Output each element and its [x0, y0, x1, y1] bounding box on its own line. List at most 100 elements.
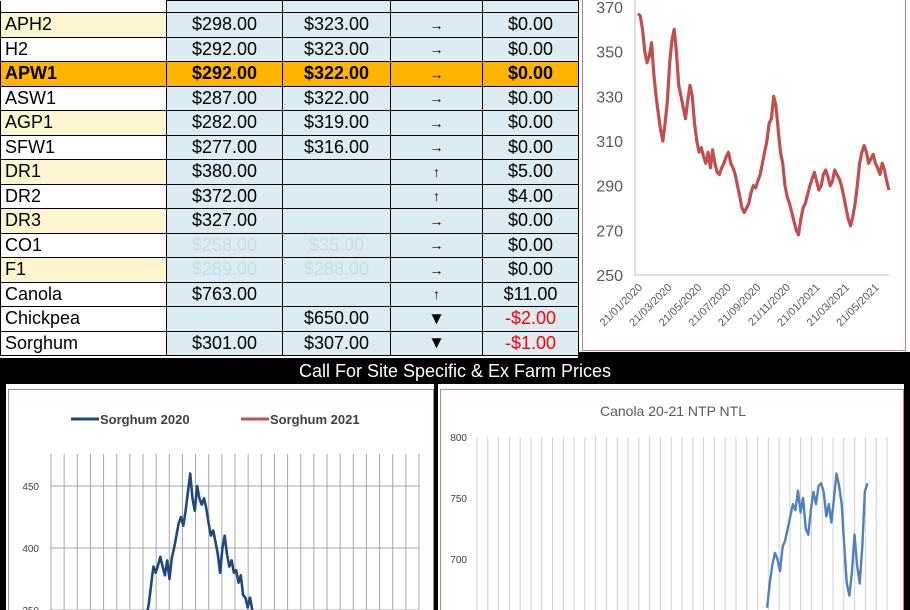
price2-cell: [282, 159, 391, 185]
price2-cell: $323.00: [282, 12, 391, 38]
grade-cell: Chickpea: [0, 306, 167, 332]
price-row-sorghum: Sorghum $301.00 $307.00 ▼ -$1.00: [0, 330, 579, 356]
apw-price-line: [636, 12, 891, 237]
price1-cell: $282.00: [166, 110, 283, 136]
grade-cell: Canola: [0, 281, 167, 307]
price-row-agp1: AGP1 $282.00 $319.00 → $0.00: [0, 110, 579, 136]
apw-price-chart-svg: 37035033031029027025021/01/202021/03/202…: [596, 0, 891, 329]
price1-cell: $277.00: [166, 134, 283, 160]
price1-cell: $327.00: [166, 208, 283, 234]
price1-cell: $763.00: [166, 281, 283, 307]
trend-icon: →: [390, 61, 483, 87]
header-stub-row: [0, 0, 579, 13]
price2-cell: $307.00: [282, 330, 391, 356]
apw-price-chart: 370 350 330 310 290 270 250 21/01/2020 21/03/202…: [582, 0, 906, 351]
change-cell: $0.00: [482, 257, 579, 283]
y-tick-label: 310: [596, 134, 623, 151]
change-cell: $0.00: [482, 208, 579, 234]
price-row-dr3: DR3 $327.00 → $0.00: [0, 208, 579, 234]
price1-cell: $298.00: [166, 12, 283, 38]
price-row-h2: H2 $292.00 $323.00 → $0.00: [0, 36, 579, 62]
y-tick-label: 370: [596, 0, 623, 17]
canola-chart-svg: Canola 20-21 NTP NTL 800 750 700: [450, 403, 888, 610]
legend-label-2020: Sorghum 2020: [100, 412, 190, 427]
price2-cell: [282, 281, 391, 307]
canola-chart: Canola 20-21 NTP NTL 800 750 700: [440, 389, 904, 610]
y-tick-label: 330: [596, 89, 623, 106]
trend-icon: →: [390, 134, 483, 160]
y-tick-label: 750: [450, 494, 467, 505]
change-cell: $0.00: [482, 85, 579, 111]
trend-icon: →: [390, 85, 483, 111]
divider-right: [904, 384, 910, 610]
y-tick-label: 250: [596, 268, 623, 285]
y-tick-label: 350: [596, 45, 623, 62]
divider-middle: [434, 384, 438, 610]
grade-cell: Sorghum: [0, 330, 167, 356]
price2-cell: $322.00: [282, 85, 391, 111]
y-tick-label: 400: [22, 544, 39, 555]
y-tick-label: 350: [22, 606, 39, 610]
change-cell: $0.00: [482, 36, 579, 62]
price1-cell: $292.00: [166, 36, 283, 62]
price2-cell: [282, 183, 391, 209]
sorghum-chart: 450 400 350 Sorghum 2020 Sorghum 2021: [8, 389, 434, 610]
change-cell: $0.00: [482, 110, 579, 136]
change-cell: $0.00: [482, 134, 579, 160]
canola-price-line: [766, 472, 869, 608]
price1-cell: $301.00: [166, 330, 283, 356]
trend-icon: ↑: [390, 159, 483, 185]
price-row-dr2: DR2 $372.00 ↑ $4.00: [0, 183, 579, 209]
trend-icon: →: [390, 12, 483, 38]
chart-title: Canola 20-21 NTP NTL: [600, 403, 746, 419]
price1-cell: $380.00: [166, 159, 283, 185]
grade-cell: APH2: [0, 12, 167, 38]
grade-cell: F1: [0, 257, 167, 283]
price2-cell: $288.00: [282, 257, 391, 283]
price2-cell: $322.00: [282, 61, 391, 87]
change-cell: -$1.00: [482, 330, 579, 356]
y-tick-label: 700: [450, 555, 467, 566]
sorghum-chart-svg: 450 400 350 Sorghum 2020 Sorghum 2021: [22, 412, 420, 610]
grade-cell: DR3: [0, 208, 167, 234]
change-cell: $4.00: [482, 183, 579, 209]
table-body: APH2 $298.00 $323.00 → $0.00 H2 $292.00 $323.00…: [0, 0, 579, 356]
call-banner: Call For Site Specific & Ex Farm Prices: [0, 358, 910, 384]
price-row-apw1: APW1 $292.00 $322.00 → $0.00: [0, 61, 579, 87]
grade-cell: DR2: [0, 183, 167, 209]
price1-cell: $287.00: [166, 85, 283, 111]
price-row-canola: Canola $763.00 ↑ $11.00: [0, 281, 579, 307]
trend-icon: →: [390, 232, 483, 258]
trend-icon: ▼: [390, 306, 483, 332]
price2-cell: $650.00: [282, 306, 391, 332]
change-cell: -$2.00: [482, 306, 579, 332]
price2-cell: $319.00: [282, 110, 391, 136]
trend-icon: ↑: [390, 281, 483, 307]
change-cell: $11.00: [482, 281, 579, 307]
trend-icon: →: [390, 36, 483, 62]
price2-cell: $323.00: [282, 36, 391, 62]
y-tick-label: 800: [450, 433, 467, 444]
price-row-dr1: DR1 $380.00 ↑ $5.00: [0, 159, 579, 185]
trend-icon: →: [390, 208, 483, 234]
price-row-chickpea: Chickpea $650.00 ▼ -$2.00: [0, 306, 579, 332]
trend-icon: ▼: [390, 330, 483, 356]
grade-cell: ASW1: [0, 85, 167, 111]
sorghum-2020-line: [146, 472, 254, 610]
divider-left: [0, 384, 6, 610]
divider-block: [578, 352, 910, 360]
y-tick-label: 450: [22, 482, 39, 493]
legend-label-2021: Sorghum 2021: [270, 412, 360, 427]
price2-cell: $35.00: [282, 232, 391, 258]
price1-cell: $258.00: [166, 232, 283, 258]
trend-icon: →: [390, 110, 483, 136]
price-row-f1: F1 $289.00 $288.00 → $0.00: [0, 257, 579, 283]
y-tick-label: 270: [596, 223, 623, 240]
price-table: APH2 $298.00 $323.00 → $0.00 H2 $292.00 $323.00…: [0, 0, 579, 356]
price1-cell: $292.00: [166, 61, 283, 87]
price-row-asw1: ASW1 $287.00 $322.00 → $0.00: [0, 85, 579, 111]
price-row-co1: CO1 $258.00 $35.00 → $0.00: [0, 232, 579, 258]
grade-cell: CO1: [0, 232, 167, 258]
grade-cell: APW1: [0, 61, 167, 87]
price1-cell: $372.00: [166, 183, 283, 209]
